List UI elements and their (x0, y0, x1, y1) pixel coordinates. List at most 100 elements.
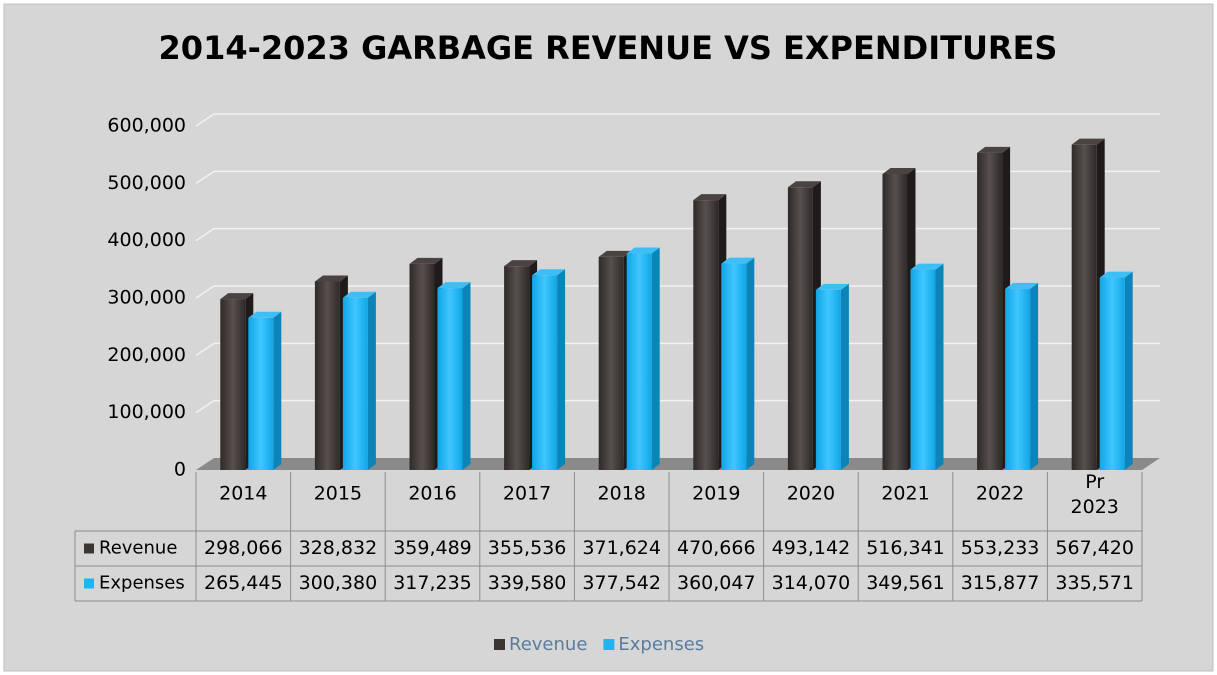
bar (437, 288, 463, 470)
x-tick-label: 2015 (314, 483, 362, 505)
bar (910, 269, 936, 470)
table-value: 298,066 (204, 537, 283, 559)
table-value: 360,047 (677, 572, 756, 594)
x-tick-label: 2019 (692, 483, 740, 505)
bar (532, 275, 558, 470)
bar (721, 263, 747, 470)
table-value: 355,536 (488, 537, 567, 559)
grid-line (195, 170, 1160, 184)
table-series-name: Expenses (99, 573, 185, 594)
bar-top (532, 269, 566, 276)
bar-top (504, 260, 538, 267)
y-tick-label: 100,000 (107, 401, 186, 423)
x-tick-label-line: Pr (1085, 471, 1104, 493)
x-tick-label-line: 2023 (1071, 496, 1119, 518)
table-value: 516,341 (866, 537, 945, 559)
bar (248, 317, 274, 470)
legend-key (603, 639, 615, 650)
y-tick-label: 300,000 (107, 287, 186, 309)
bar-top (598, 250, 632, 257)
bar-side (840, 283, 849, 470)
table-value: 567,420 (1055, 537, 1134, 559)
bar-side (273, 311, 282, 470)
bar-top (409, 257, 443, 264)
table-value: 371,624 (582, 537, 661, 559)
table-value: 493,142 (772, 537, 851, 559)
bar (220, 299, 246, 470)
grid-line (195, 227, 1160, 242)
bar (1005, 288, 1031, 470)
bar-top (314, 275, 348, 282)
bar-top (248, 311, 282, 318)
bar-top (1099, 271, 1133, 278)
bar-top (882, 167, 916, 174)
bar-side (462, 282, 471, 470)
bar (787, 187, 813, 470)
table-value: 314,070 (772, 572, 851, 594)
chart-title: 2014-2023 GARBAGE REVENUE VS EXPENDITURE… (159, 29, 1058, 67)
y-tick-label: 400,000 (107, 229, 186, 251)
table-value: 317,235 (393, 572, 472, 594)
table-value: 315,877 (961, 572, 1040, 594)
table-value: 349,561 (866, 572, 945, 594)
bar (815, 289, 841, 470)
bar-side (557, 269, 566, 470)
bar (1071, 144, 1097, 470)
x-tick-label: 2022 (976, 483, 1024, 505)
bar-top (693, 194, 727, 201)
table-value: 377,542 (582, 572, 661, 594)
bar-top (437, 282, 471, 289)
bar-top (342, 291, 376, 298)
bar (693, 200, 719, 470)
x-tick-label: 2018 (598, 483, 646, 505)
table-value: 359,489 (393, 537, 472, 559)
table-value: 300,380 (299, 572, 378, 594)
bar-side (651, 247, 660, 470)
bar-side (935, 263, 944, 470)
grid-line (195, 113, 1160, 127)
table-legend-key (84, 578, 94, 589)
table-value: 265,445 (204, 572, 283, 594)
bar-top (626, 247, 660, 254)
bar-side (367, 291, 376, 470)
bar (1099, 277, 1125, 470)
table-series-name: Revenue (99, 538, 177, 559)
bar (342, 297, 368, 470)
x-tick-label: 2017 (503, 483, 551, 505)
bar (977, 152, 1003, 470)
bar (504, 266, 530, 470)
x-tick-label: Pr 2023 (1071, 471, 1119, 518)
bar-side (1030, 282, 1039, 470)
bar-side (746, 257, 755, 470)
legend-label: Expenses (618, 634, 704, 655)
bar-top (787, 181, 821, 188)
x-tick-label: 2021 (881, 483, 929, 505)
bar-top (220, 293, 254, 300)
bar-top (1005, 282, 1039, 289)
bar-side (1124, 271, 1133, 470)
bar (409, 263, 435, 470)
bar-top (977, 146, 1011, 153)
bar (626, 253, 652, 470)
bar-top (815, 283, 849, 290)
bar (882, 173, 908, 471)
table-legend-key (84, 543, 94, 554)
x-tick-label: 2014 (219, 483, 267, 505)
table-value: 328,832 (299, 537, 378, 559)
bar-top (910, 263, 944, 270)
legend-key (494, 639, 505, 650)
table-value: 470,666 (677, 537, 756, 559)
y-tick-label: 600,000 (107, 115, 186, 137)
table-value: 553,233 (961, 537, 1040, 559)
bar-top (1071, 138, 1105, 145)
bar-top (721, 257, 755, 264)
y-tick-label: 500,000 (107, 172, 186, 194)
table-value: 335,571 (1055, 572, 1134, 594)
x-tick-label: 2020 (787, 483, 835, 505)
y-tick-label: 0 (174, 459, 186, 481)
y-tick-label: 200,000 (107, 344, 186, 366)
x-tick-label: 2016 (408, 483, 456, 505)
legend-label: Revenue (509, 634, 587, 655)
bar (314, 281, 340, 470)
